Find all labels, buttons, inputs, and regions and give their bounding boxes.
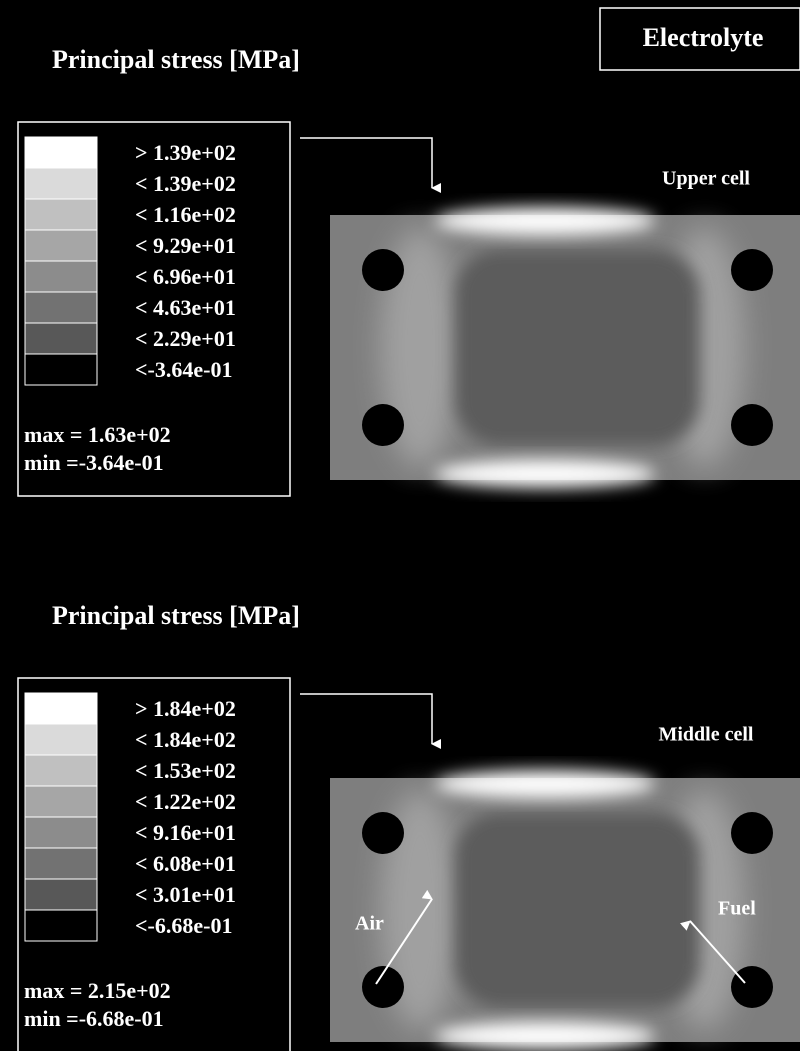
stress-peak (435, 460, 655, 488)
legend-label: <-6.68e-01 (135, 913, 232, 938)
legend-label: < 1.53e+02 (135, 758, 236, 783)
figure: Electrolyte Principal stress [MPa] > 1.39… (0, 0, 800, 1051)
legend-label: < 1.84e+02 (135, 727, 236, 752)
panel-title: Principal stress [MPa] (52, 601, 300, 630)
cell-label: Middle cell (659, 724, 754, 746)
annotation: Air (355, 913, 384, 935)
stress-peak (435, 1022, 655, 1050)
legend-swatch (25, 693, 97, 724)
cell-hole (731, 249, 773, 291)
cell-hole (362, 404, 404, 446)
stress-peak (435, 207, 655, 235)
legend-swatch (25, 137, 97, 168)
legend-label: < 3.01e+01 (135, 882, 236, 907)
legend-label: < 9.16e+01 (135, 820, 236, 845)
legend-label: < 6.08e+01 (135, 851, 236, 876)
legend-swatch (25, 199, 97, 230)
min-label: min =-6.68e-01 (24, 1006, 164, 1031)
legend-swatch (25, 724, 97, 755)
legend-label: < 6.96e+01 (135, 264, 236, 289)
legend-label: < 2.29e+01 (135, 326, 236, 351)
stress-peak (435, 770, 655, 798)
inner-region (455, 813, 700, 1007)
legend-label: < 1.39e+02 (135, 171, 236, 196)
legend-swatch (25, 817, 97, 848)
legend-swatch (25, 755, 97, 786)
cell-hole (362, 249, 404, 291)
legend-swatch (25, 323, 97, 354)
cell-hole (731, 812, 773, 854)
min-label: min =-3.64e-01 (24, 450, 164, 475)
cell-hole (731, 966, 773, 1008)
cell-hole (731, 404, 773, 446)
legend-swatch (25, 910, 97, 941)
legend-label: < 1.22e+02 (135, 789, 236, 814)
legend-swatch (25, 230, 97, 261)
max-label: max = 2.15e+02 (24, 978, 171, 1003)
max-label: max = 1.63e+02 (24, 422, 171, 447)
corner-label: Electrolyte (643, 23, 764, 52)
legend-label: > 1.84e+02 (135, 696, 236, 721)
legend-swatch (25, 261, 97, 292)
cell-hole (362, 812, 404, 854)
legend-label: < 9.29e+01 (135, 233, 236, 258)
legend-swatch (25, 292, 97, 323)
annotation: Fuel (718, 898, 756, 920)
legend-swatch (25, 848, 97, 879)
inner-region (455, 250, 700, 445)
legend-swatch (25, 879, 97, 910)
legend-label: > 1.39e+02 (135, 140, 236, 165)
cell-label: Upper cell (662, 168, 750, 190)
legend-swatch (25, 786, 97, 817)
legend-swatch (25, 354, 97, 385)
legend-label: < 1.16e+02 (135, 202, 236, 227)
panel-title: Principal stress [MPa] (52, 45, 300, 74)
page: Electrolyte Principal stress [MPa] > 1.39… (0, 0, 800, 1051)
legend-swatch (25, 168, 97, 199)
legend-label: <-3.64e-01 (135, 357, 232, 382)
legend-label: < 4.63e+01 (135, 295, 236, 320)
